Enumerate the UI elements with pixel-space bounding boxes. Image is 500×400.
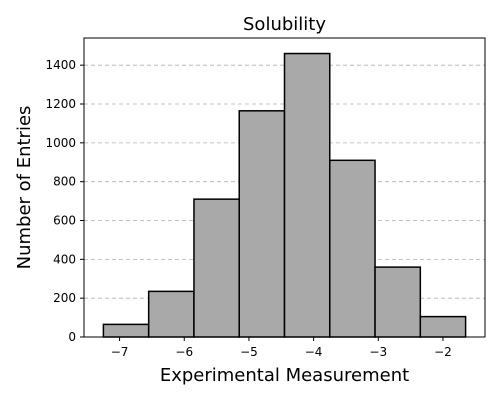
x-tick-label-3: −4 <box>305 345 323 359</box>
y-tick-label-1: 200 <box>53 291 76 305</box>
y-tick-label-5: 1000 <box>45 136 76 150</box>
histogram-bar-3 <box>238 110 286 338</box>
histogram-bar-7 <box>419 315 467 338</box>
x-tick-label-5: −2 <box>434 345 452 359</box>
x-tick-label-4: −3 <box>369 345 387 359</box>
x-tick-label-2: −5 <box>240 345 258 359</box>
y-tick-label-3: 600 <box>53 214 76 228</box>
x-axis: −7 −6 −5 −4 −3 −2 <box>111 337 452 359</box>
histogram-bar-5 <box>329 159 376 338</box>
histogram-bar-0 <box>102 323 150 338</box>
y-tick-label-7: 1400 <box>45 58 76 72</box>
plot-frame <box>83 37 486 338</box>
histogram-bar-6 <box>374 266 422 338</box>
y-axis: 0 200 400 600 800 1000 1200 1400 <box>45 58 84 344</box>
y-tick-label-4: 800 <box>53 175 76 189</box>
chart-title: Solubility <box>243 14 326 35</box>
y-tick-label-0: 0 <box>68 330 76 344</box>
x-axis-label: Experimental Measurement <box>160 365 409 386</box>
histogram-bar-4 <box>283 52 331 338</box>
histogram-bar-1 <box>147 290 195 338</box>
x-tick-label-1: −6 <box>175 345 193 359</box>
histogram-bar-2 <box>193 198 240 338</box>
y-axis-label: Number of Entries <box>14 106 35 270</box>
y-tick-label-2: 400 <box>53 252 76 266</box>
x-tick-label-0: −7 <box>111 345 129 359</box>
bars <box>102 52 467 338</box>
y-tick-label-6: 1200 <box>45 97 76 111</box>
